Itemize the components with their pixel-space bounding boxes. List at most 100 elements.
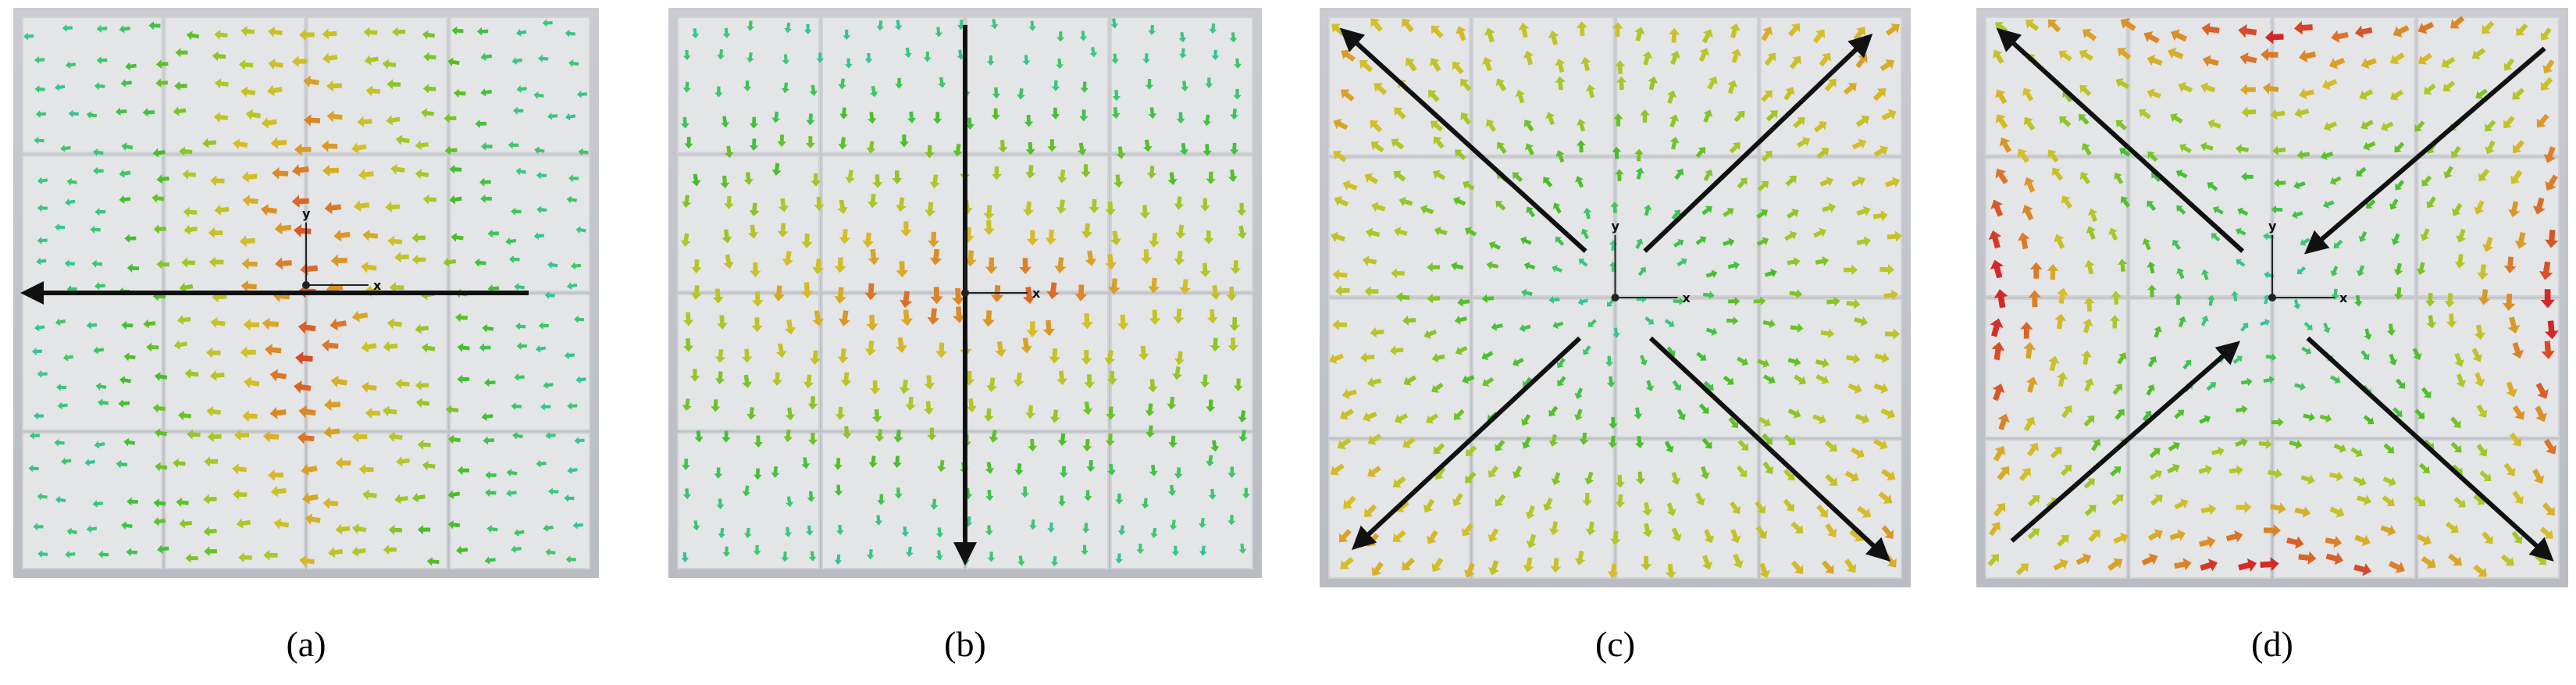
field-vector — [1142, 139, 1153, 152]
field-vector — [91, 259, 103, 268]
field-vector — [1427, 294, 1441, 304]
field-vector — [534, 146, 545, 155]
field-vector — [1757, 359, 1770, 368]
field-vector — [995, 341, 1007, 357]
field-vector — [176, 498, 189, 508]
field-vector — [37, 492, 48, 501]
field-vector — [2154, 326, 2163, 338]
field-vector — [1394, 107, 1406, 120]
field-vector — [2237, 207, 2249, 216]
field-vector — [2200, 141, 2214, 152]
field-vector — [1208, 488, 1217, 500]
field-vector — [382, 59, 397, 70]
field-vector — [1028, 438, 1038, 451]
field-vector — [1199, 198, 1210, 212]
field-vector — [1878, 491, 1893, 504]
field-vector — [326, 80, 342, 92]
field-vector — [1360, 351, 1375, 363]
field-vector — [1394, 413, 1409, 424]
field-vector — [1457, 297, 1470, 307]
field-vector — [1084, 374, 1096, 389]
field-vector — [387, 79, 401, 90]
field-vector — [2200, 316, 2209, 326]
field-vector — [2176, 205, 2186, 215]
field-vector — [335, 457, 351, 469]
field-vector — [2114, 172, 2124, 184]
field-vector — [1367, 433, 1382, 445]
field-vector — [1104, 350, 1116, 366]
field-vector — [1402, 18, 1414, 33]
field-vector — [204, 456, 219, 467]
field-vector — [362, 489, 377, 501]
field-vector — [2319, 413, 2332, 423]
field-vector — [1610, 530, 1621, 545]
field-vector — [1615, 474, 1625, 488]
field-vector — [98, 550, 109, 558]
field-vector — [1991, 341, 2005, 361]
field-vector — [1464, 227, 1477, 237]
field-vector — [808, 432, 818, 445]
field-vector — [115, 107, 127, 116]
field-vector — [1202, 114, 1212, 127]
field-vector — [1333, 118, 1349, 130]
field-vector — [208, 256, 224, 268]
field-vector — [1230, 259, 1242, 275]
field-vector — [1612, 22, 1623, 37]
field-vector — [533, 232, 545, 241]
field-vector — [1520, 288, 1533, 298]
field-vector — [894, 487, 903, 499]
field-vector — [1666, 346, 1676, 357]
field-vector — [1728, 416, 1739, 429]
field-vector — [1548, 521, 1559, 536]
field-vector — [328, 547, 344, 558]
field-vector — [1111, 107, 1121, 120]
field-vector — [1402, 557, 1416, 571]
field-vector — [238, 59, 254, 70]
field-vector — [868, 455, 878, 468]
field-vector — [723, 254, 734, 269]
field-vector — [1116, 146, 1126, 159]
field-vector — [983, 205, 995, 220]
field-vector — [1056, 169, 1067, 184]
field-vector — [142, 108, 155, 117]
field-vector — [1789, 55, 1801, 70]
cell — [2417, 16, 2560, 156]
field-vector — [2476, 444, 2488, 457]
field-vector — [1113, 174, 1124, 188]
field-vector — [1139, 205, 1151, 219]
field-vector — [2167, 47, 2184, 59]
field-vector — [207, 431, 222, 442]
field-vector — [1756, 209, 1769, 219]
field-vector — [2381, 121, 2394, 132]
field-vector — [2542, 502, 2555, 516]
field-vector — [1995, 114, 2008, 129]
field-vector — [152, 148, 166, 158]
field-vector — [750, 262, 761, 277]
field-vector — [1723, 237, 1735, 247]
field-vector — [2170, 29, 2188, 42]
field-vector — [2395, 180, 2405, 191]
field-vector — [1363, 412, 1377, 423]
field-vector — [935, 527, 944, 538]
field-vector — [1427, 530, 1438, 544]
field-vector — [1081, 223, 1093, 239]
field-vector — [1880, 408, 1896, 419]
field-vector — [1405, 57, 1417, 72]
field-vector — [1816, 148, 1830, 159]
field-vector — [567, 466, 578, 475]
field-vector — [1787, 357, 1801, 367]
field-vector — [2079, 49, 2093, 62]
field-vector — [2303, 412, 2315, 422]
field-vector — [1150, 527, 1158, 538]
field-vector — [839, 107, 849, 120]
field-vector — [1669, 114, 1679, 128]
field-vector — [1512, 358, 1524, 367]
axis-y-label: y — [302, 206, 311, 221]
field-vector — [1227, 515, 1236, 526]
field-vector — [783, 430, 793, 443]
field-vector — [422, 30, 436, 40]
field-vector — [2057, 372, 2068, 387]
field-vector — [1701, 29, 1713, 44]
field-vector — [2264, 30, 2284, 45]
field-vector — [240, 86, 256, 98]
